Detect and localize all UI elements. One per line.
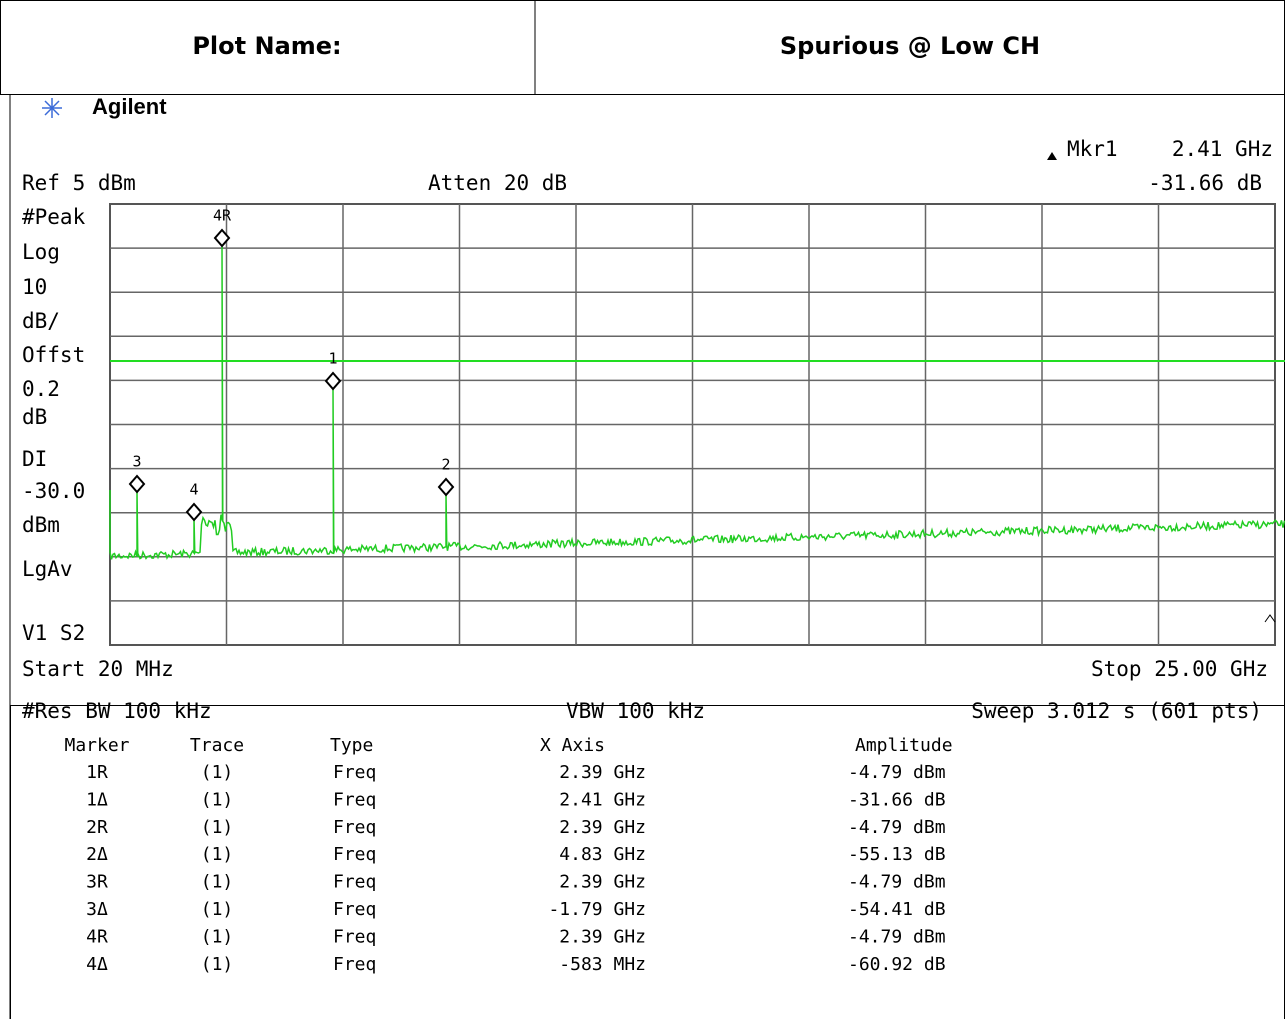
ref-level: Ref 5 dBm xyxy=(22,171,136,195)
column-header: Marker xyxy=(64,735,129,756)
logo xyxy=(42,98,62,118)
table-cell: 4.83 GHz xyxy=(559,844,646,865)
table-cell: 2.39 GHz xyxy=(559,872,646,893)
marker-name: Mkr1 xyxy=(1067,137,1118,161)
marker-label: 1 xyxy=(328,350,337,368)
marker-label: 2 xyxy=(441,456,450,474)
table-cell: 2R xyxy=(86,817,108,838)
marker-diamond xyxy=(128,474,146,494)
marker-label: 4R xyxy=(213,207,232,225)
table-cell: Freq xyxy=(333,817,376,838)
table-cell: -55.13 dB xyxy=(848,844,946,865)
table-cell: (1) xyxy=(201,844,234,865)
marker-level: -31.66 dB xyxy=(1148,171,1262,195)
table-cell: Freq xyxy=(333,954,376,975)
marker-freq: 2.41 GHz xyxy=(1172,137,1273,161)
marker-label: 4 xyxy=(189,481,198,499)
table-cell: (1) xyxy=(201,762,234,783)
marker-label: 3 xyxy=(132,453,141,471)
table-cell: -4.79 dBm xyxy=(848,762,946,783)
stop-freq: Stop 25.00 GHz xyxy=(1091,657,1268,681)
header-label: Plot Name: xyxy=(192,32,341,60)
table-cell: 2.39 GHz xyxy=(559,926,646,947)
caret xyxy=(1264,614,1276,623)
marker-diamond xyxy=(185,502,203,522)
side-label: dBm xyxy=(22,513,60,537)
grid xyxy=(110,204,1275,645)
table-cell: 1Δ xyxy=(86,789,108,810)
table-cell: Freq xyxy=(333,872,376,893)
table-cell: -31.66 dB xyxy=(848,789,946,810)
side-label: dB xyxy=(22,405,47,429)
table-cell: 2.39 GHz xyxy=(559,817,646,838)
res-bw: #Res BW 100 kHz xyxy=(22,699,212,723)
table-cell: -60.92 dB xyxy=(848,954,946,975)
table-cell: 2Δ xyxy=(86,844,108,865)
side-label: dB/ xyxy=(22,309,60,333)
table-cell: (1) xyxy=(201,817,234,838)
trace xyxy=(109,243,1285,561)
side-label: Log xyxy=(22,240,60,264)
table-cell: Freq xyxy=(333,926,376,947)
table-cell: -4.79 dBm xyxy=(848,872,946,893)
table-cell: Freq xyxy=(333,844,376,865)
side-label: LgAv xyxy=(22,557,73,581)
side-label: #Peak xyxy=(22,205,86,229)
delta-icon xyxy=(1047,152,1057,160)
side-label: DI xyxy=(22,447,47,471)
header-box xyxy=(0,0,1285,95)
table-cell: (1) xyxy=(201,872,234,893)
table-cell: (1) xyxy=(201,899,234,920)
table-cell: 1R xyxy=(86,762,108,783)
table-cell: 3Δ xyxy=(86,899,108,920)
table-cell: -4.79 dBm xyxy=(848,817,946,838)
column-header: X Axis xyxy=(540,735,605,756)
side-label: V1 S2 xyxy=(22,621,85,645)
table-cell: 2.39 GHz xyxy=(559,762,646,783)
column-header: Amplitude xyxy=(855,735,953,756)
table-cell: -583 MHz xyxy=(559,954,646,975)
vbw: VBW 100 kHz xyxy=(566,699,705,723)
table-cell: 2.41 GHz xyxy=(559,789,646,810)
side-label: 10 xyxy=(22,275,47,299)
header-value: Spurious @ Low CH xyxy=(780,32,1040,60)
column-header: Type xyxy=(330,735,373,756)
side-label: Offst xyxy=(22,343,85,367)
marker-diamond xyxy=(324,371,342,391)
table-cell: 3R xyxy=(86,872,108,893)
table-cell: Freq xyxy=(333,762,376,783)
side-label: -30.0 xyxy=(22,479,85,503)
table-cell: (1) xyxy=(201,789,234,810)
start-freq: Start 20 MHz xyxy=(22,657,174,681)
marker-diamond xyxy=(213,228,231,248)
table-cell: -4.79 dBm xyxy=(848,926,946,947)
table-cell: (1) xyxy=(201,926,234,947)
sweep: Sweep 3.012 s (601 pts) xyxy=(971,699,1262,723)
table-cell: Freq xyxy=(333,899,376,920)
column-header: Trace xyxy=(190,735,244,756)
table-cell: -1.79 GHz xyxy=(548,899,646,920)
side-label: 0.2 xyxy=(22,377,60,401)
table-cell: (1) xyxy=(201,954,234,975)
table-cell: Freq xyxy=(333,789,376,810)
brand: Agilent xyxy=(92,94,167,119)
marker-diamond xyxy=(437,477,455,497)
table-cell: -54.41 dB xyxy=(848,899,946,920)
table-cell: 4R xyxy=(86,926,108,947)
attenuation: Atten 20 dB xyxy=(428,171,567,195)
table-cell: 4Δ xyxy=(86,954,108,975)
